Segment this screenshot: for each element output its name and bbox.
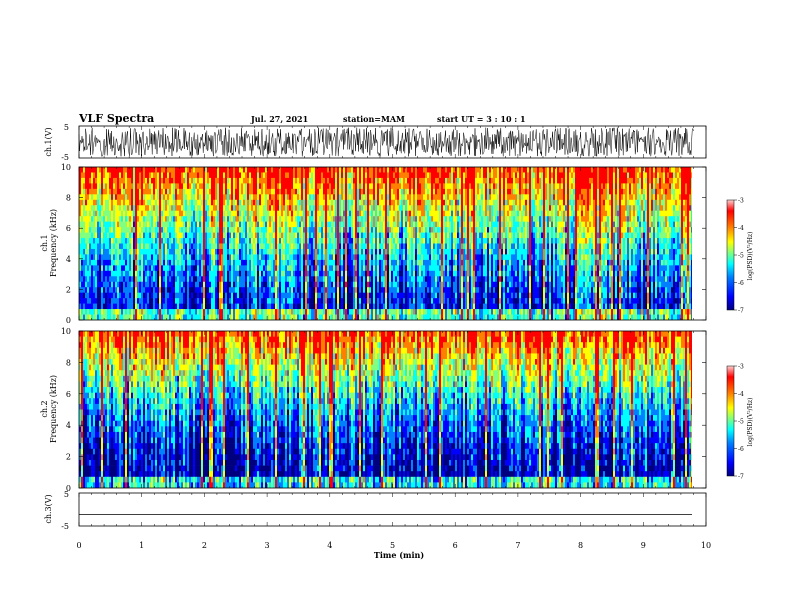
colorbar-tick-label: -3 (738, 364, 744, 371)
ch2-colorbar-gradient (726, 365, 735, 477)
x-tick-label: 8 (578, 541, 583, 550)
ch2-colorbar-ticks: -3 -4 -5 -6 -7 (734, 364, 744, 481)
spectrogram-ytick-label: 8 (66, 194, 71, 203)
ch1-ytick-bottom: -5 (61, 153, 69, 162)
colorbar-tick-label: -7 (738, 308, 744, 315)
ch3-ytick-top: 5 (64, 490, 69, 499)
spectrogram-ytick-label: 0 (66, 316, 71, 325)
spectrogram-ytick-label: 6 (66, 224, 71, 233)
ch1-waveform-trace (78, 127, 694, 157)
x-tick-label: 7 (515, 541, 520, 550)
spectrogram-ytick-label: 0 (66, 484, 71, 493)
x-axis-label: Time (min) (374, 550, 424, 560)
ch1-colorbar-label: log(PSD)(V²/Hz) (747, 232, 754, 281)
spectrogram-ytick-label: 10 (61, 327, 71, 336)
x-tick-label: 4 (327, 541, 332, 550)
colorbar-tick-label: -7 (738, 474, 744, 481)
ch1-spec-ylabel: ch.1 (40, 234, 49, 251)
spectrogram-ytick-label: 2 (66, 285, 71, 294)
date-label: Jul. 27, 2021 (250, 114, 308, 124)
x-tick-label: 6 (453, 541, 458, 550)
ch1-colorbar-gradient (726, 199, 735, 311)
x-tick-label: 1 (139, 541, 144, 550)
x-tick-label: 9 (641, 541, 646, 550)
panel-x-tick-marks (78, 126, 707, 526)
ch1-ytick-top: 5 (64, 123, 69, 132)
ch2-spectrogram-image (79, 331, 692, 488)
ch1-ylabel: ch.1(V) (44, 127, 53, 156)
station-label: station=MAM (343, 114, 405, 124)
ch2-spec-ylabel: ch.2 (40, 400, 49, 417)
x-tick-label: 0 (76, 541, 81, 550)
spectrogram-ytick-label: 2 (66, 453, 71, 462)
spectrogram-ytick-label: 4 (66, 255, 71, 264)
ch2-spectrogram-panel: 0 2 4 6 8 10 ch.2 Frequency (kHz) (40, 327, 707, 493)
colorbar-tick-label: -4 (738, 391, 744, 398)
ch1-spectrogram-yticks: 0 2 4 6 8 10 (61, 163, 706, 325)
colorbar-tick-label: -6 (738, 446, 744, 453)
colorbar-tick-label: -4 (738, 225, 744, 232)
ch1-spectrogram-image (79, 167, 692, 320)
ch3-waveform-frame (78, 492, 707, 527)
ch1-waveform-line (78, 127, 694, 157)
ch3-ytick-bottom: -5 (61, 522, 69, 531)
figure-title: VLF Spectra (78, 112, 154, 125)
ch3-ylabel: ch.3(V) (44, 494, 53, 523)
ch2-spec-ylabel-frequency: Frequency (kHz) (49, 375, 58, 443)
ch1-spec-ylabel-frequency: Frequency (kHz) (49, 209, 58, 277)
x-tick-label: 5 (390, 541, 395, 550)
colorbar-tick-label: -5 (738, 419, 744, 426)
ch1-spectrogram-panel: 0 2 4 6 8 10 ch.1 Frequency (kHz) (40, 163, 707, 325)
ch1-colorbar-ticks: -3 -4 -5 -6 -7 (734, 198, 744, 315)
ch1-waveform-panel: 5 -5 ch.1(V) (44, 123, 707, 162)
ch2-colorbar-label: log(PSD)(V²/Hz) (747, 398, 754, 447)
colorbar-tick-label: -3 (738, 198, 744, 205)
start-time-label: start UT = 3 : 10 : 1 (437, 114, 526, 124)
x-axis-tick-labels: 0 1 2 3 4 5 6 7 8 9 10 (76, 541, 711, 550)
ch2-spectrogram-yticks: 0 2 4 6 8 10 (61, 327, 706, 493)
x-tick-label: 3 (265, 541, 270, 550)
spectrogram-ytick-label: 4 (66, 421, 71, 430)
x-tick-label: 10 (701, 541, 711, 550)
spectrogram-ytick-label: 6 (66, 390, 71, 399)
ch2-colorbar: -3 -4 -5 -6 -7 log(PSD)(V²/Hz) (726, 364, 754, 481)
colorbar-tick-label: -6 (738, 280, 744, 287)
ch1-colorbar: -3 -4 -5 -6 -7 log(PSD)(V²/Hz) (726, 198, 754, 315)
ch3-waveform-panel: 5 -5 ch.3(V) (44, 490, 707, 531)
colorbar-tick-label: -5 (738, 253, 744, 260)
spectrogram-ytick-label: 10 (61, 163, 71, 172)
x-tick-label: 2 (202, 541, 207, 550)
spectrogram-ytick-label: 8 (66, 358, 71, 367)
